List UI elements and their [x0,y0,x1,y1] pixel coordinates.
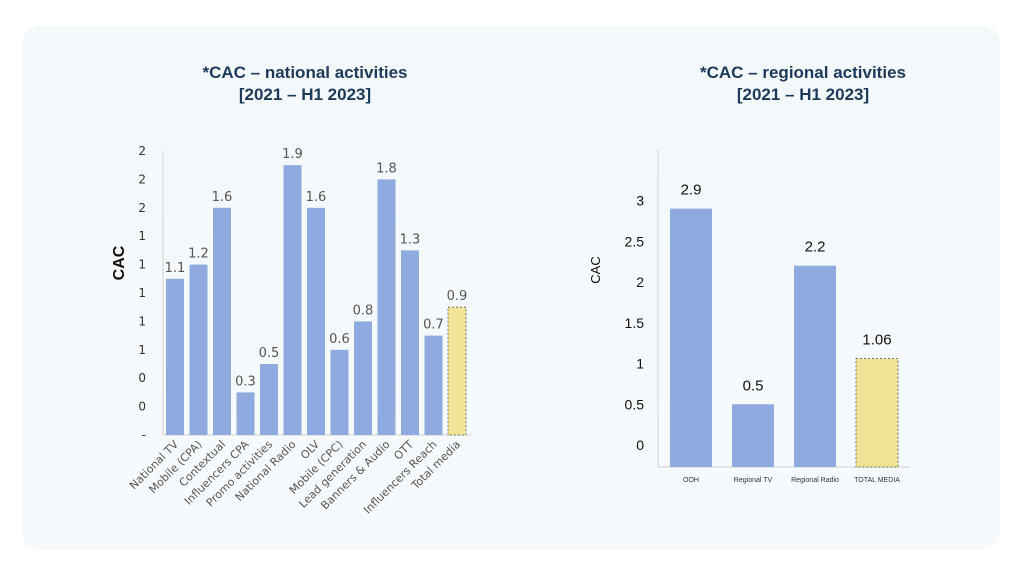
y-tick-label: 1 [636,356,644,372]
bar [283,165,302,435]
regional-chart-title: *CAC – regional activities [2021 – H1 20… [700,63,906,104]
y-tick-label: 0 [138,400,146,414]
y-tick-label: 3 [636,193,644,209]
y-tick-label: 0 [636,437,644,453]
y-tick-label: 0 [138,371,146,385]
x-tick-label: TOTAL MEDIA [854,477,900,484]
y-tick-label: 2.5 [625,233,645,249]
data-label: 1.2 [188,247,209,262]
bar [189,264,208,435]
bar [732,404,774,467]
bar [354,321,372,435]
bar [377,179,396,435]
x-tick-label: OOH [683,477,699,484]
data-label: 1.6 [306,190,327,205]
bar [794,265,836,467]
bar [307,207,325,435]
data-label: 0.5 [743,377,764,394]
data-label: 1.9 [282,147,303,162]
bar [213,207,231,435]
data-label: 1.1 [165,261,186,276]
x-tick-label: Regional TV [734,477,773,484]
y-axis-label: CAC [588,256,603,283]
bar [855,358,899,468]
data-label: 2.2 [805,239,826,256]
data-label: 1.8 [376,161,397,176]
y-tick-label: 2 [138,144,146,158]
y-tick-label: 1 [138,229,146,243]
bar [670,208,712,467]
bar [424,335,443,435]
content-card [22,26,1000,550]
bar [166,278,184,435]
bar [236,392,255,435]
data-label: 0.7 [423,318,444,333]
data-label: 0.9 [447,289,468,304]
y-tick-label: 2 [138,201,146,215]
y-tick-label: 1 [138,286,146,300]
data-label: 1.06 [862,332,891,349]
bar [447,306,467,436]
bar [401,250,419,435]
bar [330,349,349,435]
data-label: 0.8 [353,303,374,318]
national-chart-title: *CAC – national activities [2021 – H1 20… [202,63,408,104]
y-tick-label: 1 [138,314,146,328]
bar [260,364,278,435]
x-tick-label: Regional Radio [791,477,839,484]
data-label: 0.6 [329,332,350,347]
y-tick-label: 0.5 [625,396,645,412]
y-tick-label: 1 [138,343,146,357]
data-label: 1.3 [400,232,421,247]
data-label: 2.9 [681,182,702,199]
data-label: 0.3 [235,374,256,389]
y-tick-label: 2 [138,172,146,186]
y-axis-label: CAC [111,245,128,280]
y-tick-label: 2 [636,274,644,290]
y-tick-label: 1.5 [625,315,645,331]
y-tick-label: - [142,428,146,442]
data-label: 0.5 [259,346,280,361]
data-label: 1.6 [212,190,233,205]
y-tick-label: 1 [138,258,146,272]
